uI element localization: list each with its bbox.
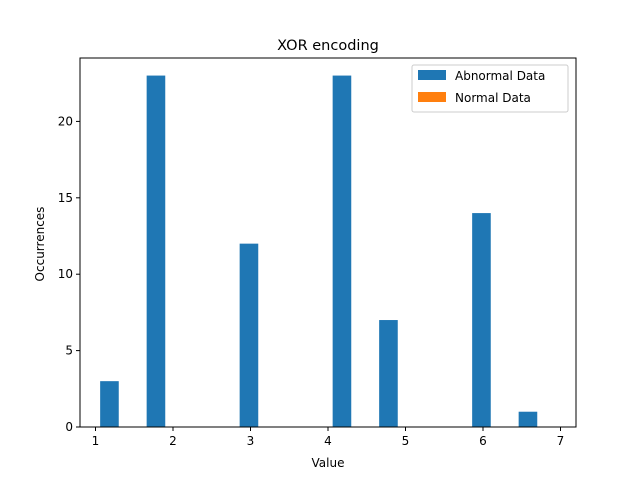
bar-1-1 [100, 381, 119, 427]
bar-1-3 [239, 243, 259, 427]
bar-1-7 [518, 411, 538, 427]
y-tick-label: 20 [58, 114, 73, 128]
legend: Abnormal Data Normal Data [411, 64, 569, 113]
x-axis-label: Value [312, 456, 345, 470]
x-tick-label: 5 [402, 434, 410, 448]
legend-swatch [418, 92, 446, 102]
bars-layer [100, 75, 538, 428]
x-tick-label: 6 [479, 434, 487, 448]
y-tick-label: 0 [65, 420, 73, 434]
x-tick-label: 3 [247, 434, 255, 448]
bar-1-4 [332, 75, 352, 428]
legend-swatch [418, 70, 446, 80]
x-tick-label: 1 [92, 434, 100, 448]
x-tick-label: 7 [557, 434, 565, 448]
legend-label: Normal Data [455, 91, 531, 105]
y-tick-label: 10 [58, 267, 73, 281]
y-axis-label: Occurrences [33, 207, 47, 282]
chart-title: XOR encoding [277, 38, 379, 54]
x-tick-label: 2 [169, 434, 177, 448]
legend-label: Abnormal Data [455, 69, 545, 83]
y-tick-label: 5 [65, 344, 73, 358]
legend-box [411, 64, 569, 113]
bar-1-5 [379, 320, 398, 427]
axes: 1 2 3 4 5 6 7 0 5 10 15 20 [58, 57, 577, 448]
bar-1-2 [146, 75, 166, 428]
bar-1-6 [472, 213, 491, 427]
y-tick-label: 15 [58, 191, 73, 205]
x-tick-label: 4 [324, 434, 332, 448]
